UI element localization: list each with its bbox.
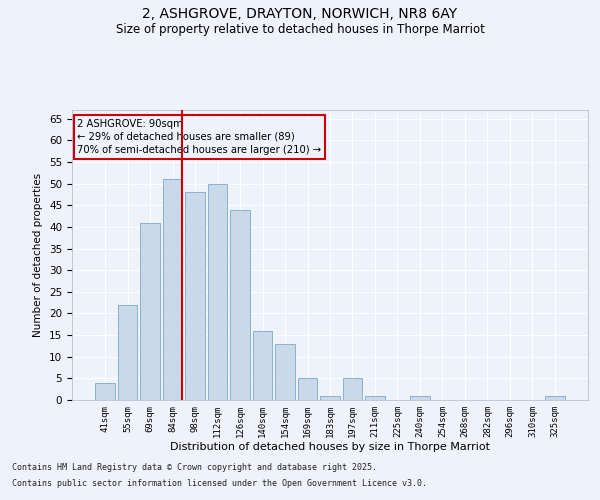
Text: Contains public sector information licensed under the Open Government Licence v3: Contains public sector information licen… [12, 478, 427, 488]
Bar [545, 396, 565, 400]
Bar [163, 180, 182, 400]
Bar [208, 184, 227, 400]
Bar [410, 396, 430, 400]
Text: 2, ASHGROVE, DRAYTON, NORWICH, NR8 6AY: 2, ASHGROVE, DRAYTON, NORWICH, NR8 6AY [142, 8, 458, 22]
Text: Contains HM Land Registry data © Crown copyright and database right 2025.: Contains HM Land Registry data © Crown c… [12, 464, 377, 472]
Text: 2 ASHGROVE: 90sqm
← 29% of detached houses are smaller (89)
70% of semi-detached: 2 ASHGROVE: 90sqm ← 29% of detached hous… [77, 118, 321, 155]
Bar [185, 192, 205, 400]
Bar [230, 210, 250, 400]
Bar [118, 305, 137, 400]
Bar [140, 222, 160, 400]
Bar [320, 396, 340, 400]
Bar [95, 382, 115, 400]
Bar [275, 344, 295, 400]
Text: Distribution of detached houses by size in Thorpe Marriot: Distribution of detached houses by size … [170, 442, 490, 452]
Y-axis label: Number of detached properties: Number of detached properties [34, 173, 43, 337]
Bar [298, 378, 317, 400]
Bar [365, 396, 385, 400]
Bar [253, 330, 272, 400]
Bar [343, 378, 362, 400]
Text: Size of property relative to detached houses in Thorpe Marriot: Size of property relative to detached ho… [116, 22, 484, 36]
